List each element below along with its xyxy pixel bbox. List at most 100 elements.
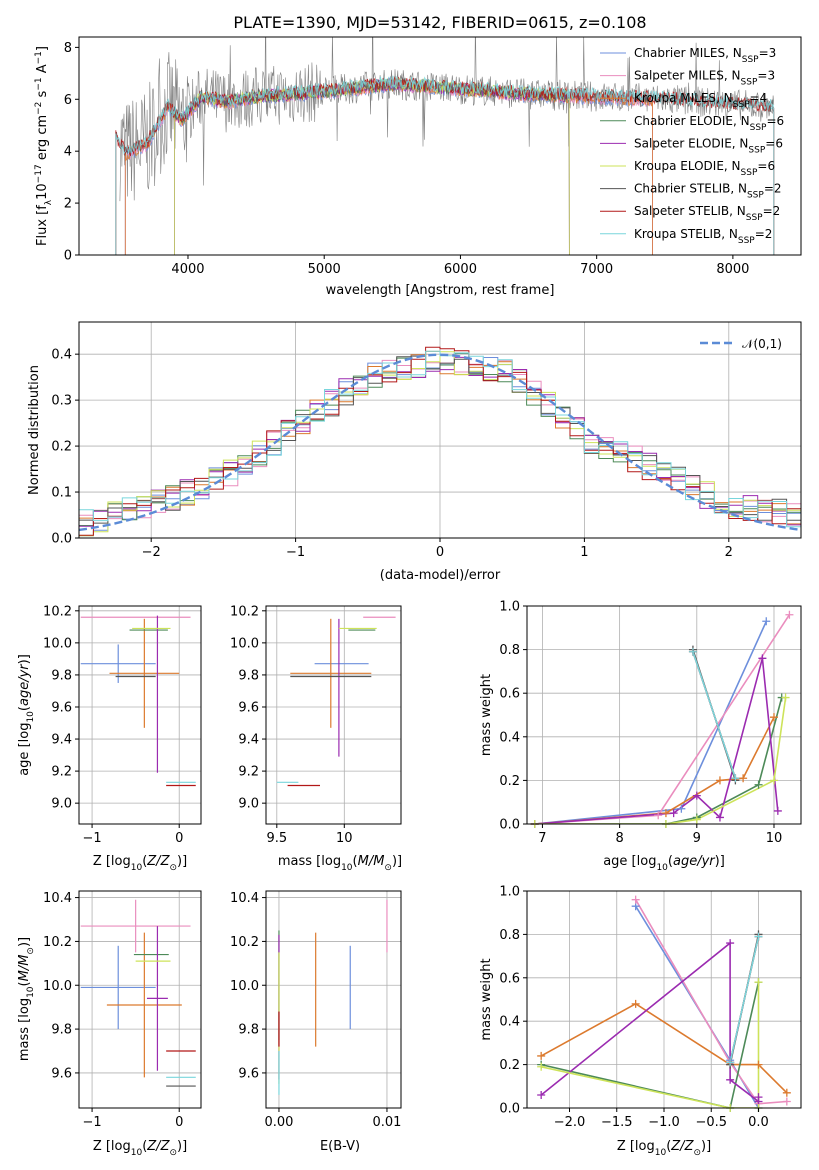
x-tick-label: 9.5 — [266, 831, 287, 846]
x-tick-label: 2 — [725, 545, 733, 560]
legend-entry: Kroupa STELIB, NSSP=2 — [634, 227, 772, 246]
data-point — [782, 1097, 791, 1106]
data-point — [661, 809, 670, 818]
y-tick-label: 10.0 — [43, 636, 72, 651]
data-point — [654, 811, 663, 820]
y-tick-label: 9.4 — [51, 733, 72, 748]
data-point — [754, 1060, 763, 1069]
x-tick-label: 0 — [436, 545, 444, 560]
x-tick-label: 0.00 — [264, 1115, 293, 1130]
y-axis-label: age [log10(age/yr)] — [17, 654, 36, 776]
weight-series — [534, 697, 783, 824]
y-tick-label: 0.4 — [51, 348, 72, 363]
x-tick-label: 9 — [693, 831, 701, 846]
x-tick-label: −2.0 — [554, 1115, 586, 1130]
y-tick-label: 9.6 — [51, 700, 72, 715]
x-tick-label: 0 — [175, 1115, 183, 1130]
y-tick-label: 0.0 — [499, 1102, 520, 1117]
data-point — [631, 895, 640, 904]
gaussian-reference — [79, 353, 801, 532]
y-tick-label: 0.4 — [499, 1015, 520, 1030]
data-point — [692, 815, 701, 824]
x-tick-label: −1.0 — [648, 1115, 680, 1130]
x-tick-label: 7 — [538, 831, 546, 846]
y-tick-label: 0 — [64, 249, 72, 264]
y-tick-label: 0.0 — [51, 532, 72, 547]
legend-entry: Salpeter ELODIE, NSSP=6 — [634, 136, 783, 155]
legend-entry: Salpeter STELIB, NSSP=2 — [634, 204, 780, 223]
x-axis-label: (data-model)/error — [380, 568, 501, 583]
weight-series — [534, 716, 775, 824]
weight-series — [534, 658, 779, 824]
x-tick-label: 0.01 — [372, 1115, 401, 1130]
y-tick-label: 0.0 — [499, 818, 520, 833]
data-point — [688, 647, 697, 656]
model-spectrum — [115, 75, 775, 255]
y-tick-label: 10.2 — [230, 604, 259, 619]
legend-entry: Salpeter MILES, NSSP=3 — [634, 69, 775, 88]
y-tick-label: 2 — [64, 197, 72, 212]
data-point — [669, 809, 678, 818]
weight-series — [541, 981, 760, 1108]
y-tick-label: 9.6 — [51, 1066, 72, 1081]
y-tick-label: 9.6 — [238, 700, 259, 715]
x-tick-label: 0.0 — [748, 1115, 769, 1130]
panel-weight-vs-age: 7 8 9 10 0.0 0.2 0.4 0.6 0.8 1.0 mass weight age [l… — [479, 600, 802, 873]
y-tick-label: 9.2 — [238, 765, 259, 780]
data-point — [762, 617, 771, 626]
x-tick-label: 10 — [336, 831, 353, 846]
x-axis-label: age [log10(age/yr)] — [603, 854, 725, 873]
data-point — [715, 813, 724, 822]
x-tick-label: −1.5 — [601, 1115, 633, 1130]
panel-spectrum: 4000 5000 6000 7000 8000 0 2 4 6 8 PLATE=1390, MJD… — [34, 13, 802, 298]
data-point — [754, 1093, 763, 1102]
plot-area — [79, 346, 801, 537]
y-tick-label: 0.2 — [51, 440, 72, 455]
axes-frame — [78, 890, 202, 1109]
x-tick-label: 4000 — [171, 262, 204, 277]
y-tick-label: 0.2 — [499, 1058, 520, 1073]
x-axis-label: Z [log10(Z/Z⊙)] — [93, 1139, 187, 1158]
data-point — [781, 693, 790, 702]
y-tick-label: 10.4 — [43, 891, 72, 906]
x-tick-label: −1 — [82, 831, 101, 846]
y-tick-label: 9.4 — [238, 733, 259, 748]
x-axis-label: mass [log10(M/M⊙)] — [278, 854, 402, 873]
legend-entry: Chabrier STELIB, NSSP=2 — [634, 182, 782, 201]
panel-mass-vs-ebv: 0.00 0.01 9.6 9.8 10.0 10.2 10.4 E(B-V) — [230, 890, 402, 1154]
y-axis-label: mass [log10(M/M⊙)] — [17, 937, 36, 1061]
axes-frame — [78, 36, 802, 256]
y-tick-label: 4 — [64, 145, 72, 160]
y-axis-label: mass weight — [479, 958, 494, 1040]
x-tick-label: 6000 — [444, 262, 477, 277]
legend-entry: Kroupa ELODIE, NSSP=6 — [634, 159, 775, 178]
y-tick-label: 1.0 — [499, 885, 520, 900]
histogram-series — [79, 350, 801, 528]
panel-age-vs-mass: 9.5 10 9.0 9.2 9.4 9.6 9.8 10.0 10.2 mass [log10(… — [230, 604, 402, 873]
y-tick-label: 9.2 — [51, 765, 72, 780]
data-point — [758, 654, 767, 663]
data-point — [773, 806, 782, 815]
data-point — [726, 1058, 735, 1067]
x-axis-label: wavelength [Angstrom, rest frame] — [326, 283, 555, 298]
x-axis-label: E(B-V) — [320, 1139, 360, 1154]
y-tick-label: 10.0 — [230, 979, 259, 994]
y-tick-label: 10.4 — [230, 891, 259, 906]
chart-title: PLATE=1390, MJD=53142, FIBERID=0615, z=0… — [233, 13, 646, 32]
y-tick-label: 8 — [64, 41, 72, 56]
data-point — [754, 932, 763, 941]
y-tick-label: 9.6 — [238, 1066, 259, 1081]
histogram-series — [79, 356, 801, 527]
data-point — [782, 1088, 791, 1097]
data-point — [731, 774, 740, 783]
data-point — [754, 978, 763, 987]
panel-mass-vs-Z: −1 0 9.6 9.8 10.0 10.2 10.4 Z [log10(Z/Z⊙)] mass… — [17, 890, 202, 1158]
axes-frame — [526, 605, 802, 825]
histogram-series — [79, 355, 801, 524]
legend-entry: Kroupa MILES, NSSP=4 — [634, 91, 767, 110]
plot-area — [278, 899, 388, 1095]
x-tick-label: −0.5 — [695, 1115, 727, 1130]
y-tick-label: 9.8 — [51, 1023, 72, 1038]
data-point — [631, 999, 640, 1008]
weight-series — [541, 982, 760, 1108]
